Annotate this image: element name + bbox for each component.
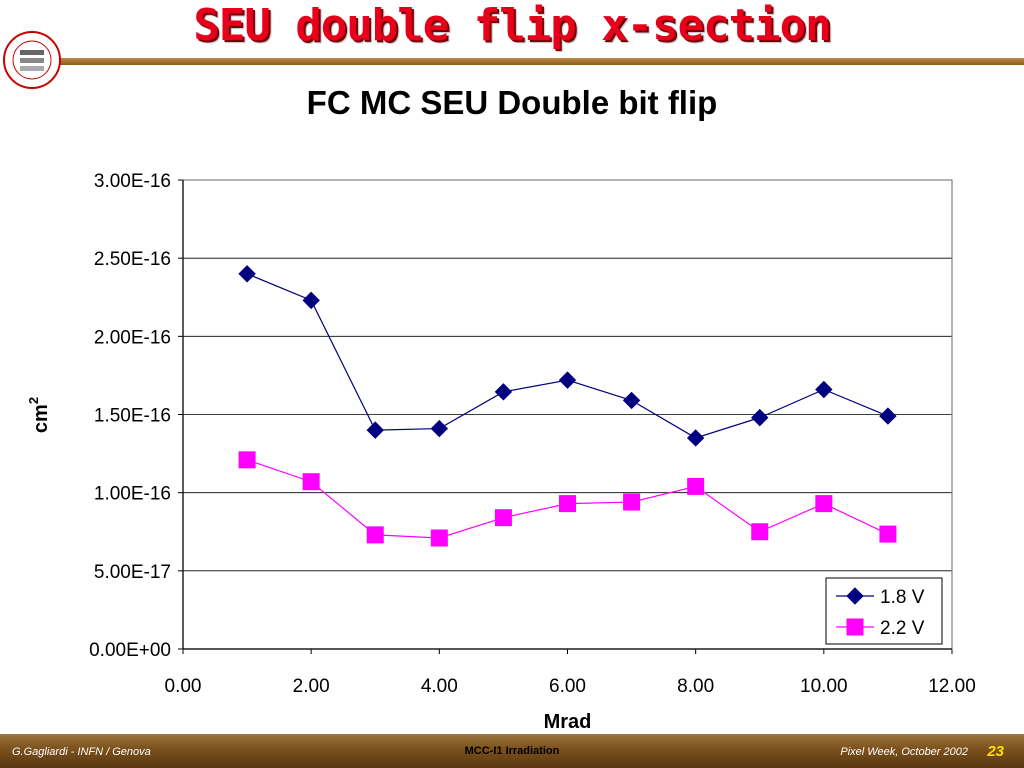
footer-bar: G.Gagliardi - INFN / Genova MCC-I1 Irrad…: [0, 734, 1024, 768]
legend-label: 2.2 V: [880, 618, 925, 639]
data-point-series-2: [687, 477, 705, 495]
data-point-series-1: [622, 391, 641, 410]
x-tick-label: 6.00: [549, 676, 586, 697]
data-point-series-1: [302, 291, 320, 310]
legend-marker: [846, 587, 864, 605]
legend: [825, 577, 943, 645]
y-tick-label: 1.50E-16: [94, 406, 171, 427]
page-number: 23: [987, 743, 1004, 760]
series-line-1: [246, 273, 889, 439]
y-tick-label: 5.00E-17: [94, 562, 171, 583]
data-point-series-2: [815, 495, 833, 513]
data-point-series-2: [879, 525, 897, 543]
y-tick-label: 3.00E-16: [94, 171, 171, 192]
x-axis-label: Mrad: [544, 711, 592, 733]
x-tick-label: 4.00: [421, 676, 458, 697]
atlas-logo: [3, 31, 61, 89]
y-tick-label: 1.00E-16: [94, 484, 171, 505]
x-tick-label: 12.00: [928, 676, 976, 697]
data-point-series-2: [559, 495, 576, 513]
data-point-series-1: [815, 380, 833, 399]
y-tick-label: 2.00E-16: [94, 327, 171, 348]
data-point-series-2: [238, 451, 256, 469]
y-tick-label: 2.50E-16: [94, 249, 171, 270]
data-point-series-1: [686, 429, 705, 447]
footer-author: G.Gagliardi - INFN / Genova: [12, 746, 151, 758]
data-point-series-1: [238, 265, 256, 283]
x-tick-label: 10.00: [800, 676, 848, 697]
y-axis-label: cm2: [26, 397, 52, 433]
data-point-series-2: [366, 526, 384, 544]
data-point-series-2: [494, 509, 512, 527]
data-point-series-1: [494, 383, 513, 401]
footer-center-label: MCC-I1 Irradiation: [464, 745, 560, 757]
data-point-series-1: [366, 421, 384, 439]
legend-label: 1.8 V: [880, 587, 925, 608]
x-tick-label: 8.00: [677, 676, 714, 697]
data-point-series-1: [751, 408, 769, 427]
data-point-series-1: [558, 371, 577, 389]
legend-marker: [846, 618, 864, 636]
data-point-series-2: [623, 493, 641, 511]
data-point-series-2: [751, 523, 769, 541]
x-tick-label: 0.00: [165, 676, 202, 697]
y-tick-label: 0.00E+00: [89, 640, 171, 661]
footer-event: Pixel Week, October 2002: [840, 746, 968, 758]
slide-title: SEU double flip x-section: [193, 0, 831, 51]
data-point-series-1: [879, 407, 897, 425]
data-point-series-2: [430, 529, 448, 547]
data-point-series-1: [430, 419, 449, 438]
data-point-series-2: [302, 473, 320, 491]
chart-title: FC MC SEU Double bit flip: [306, 84, 718, 121]
x-tick-label: 2.00: [293, 676, 330, 697]
title-rule: [60, 58, 1024, 65]
